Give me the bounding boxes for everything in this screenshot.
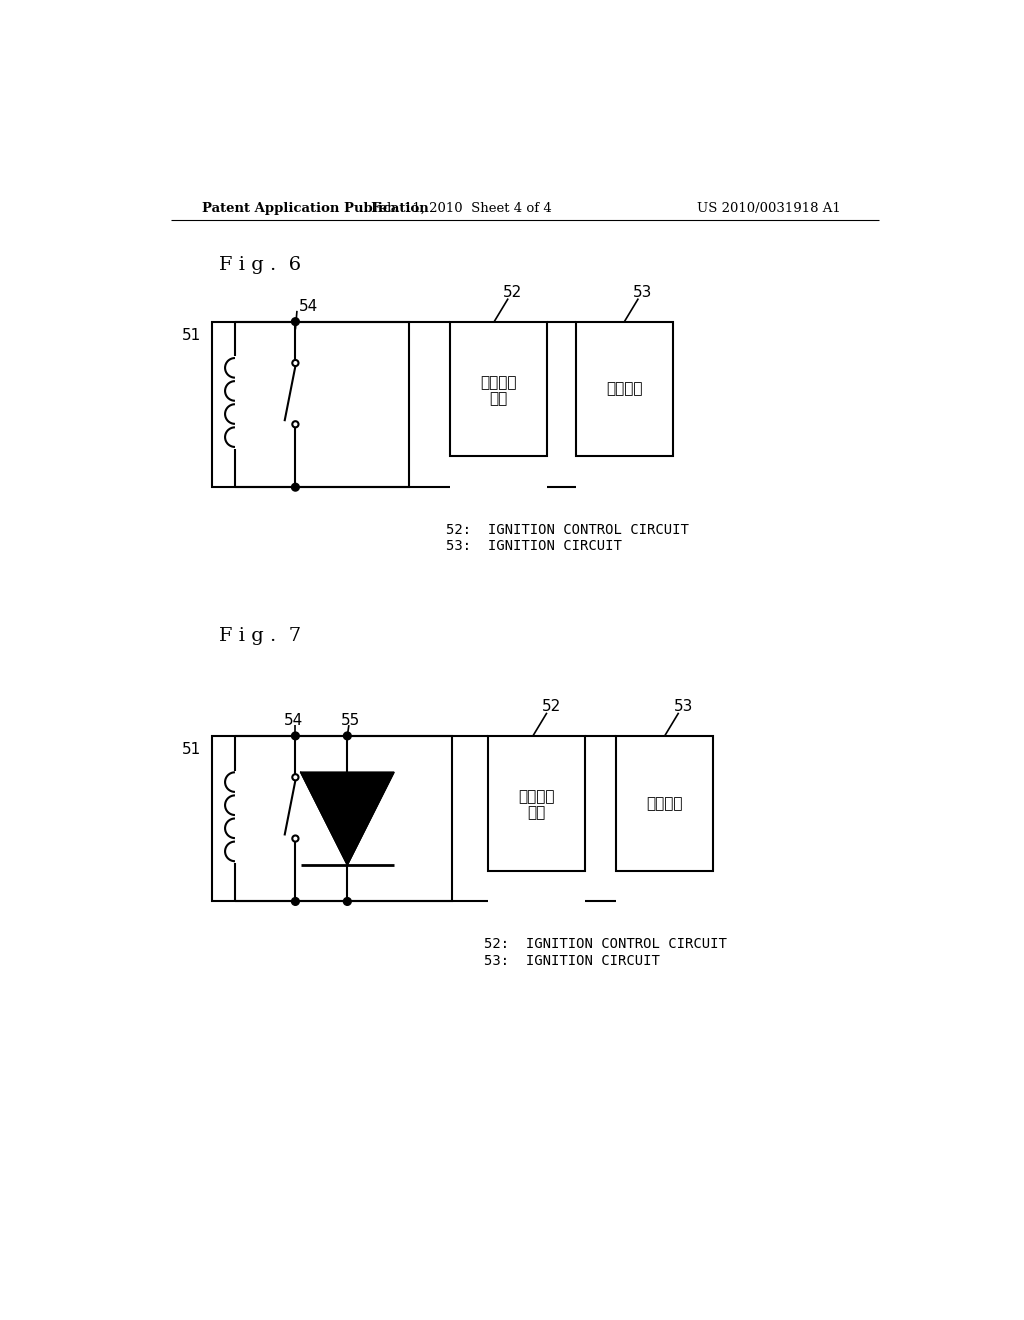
Bar bbox=[575, 322, 673, 457]
Circle shape bbox=[343, 898, 351, 906]
Text: F i g .  6: F i g . 6 bbox=[219, 256, 302, 273]
Text: 点火回路: 点火回路 bbox=[606, 381, 643, 396]
Circle shape bbox=[343, 733, 351, 739]
Bar bbox=[450, 322, 547, 457]
Bar bbox=[488, 737, 586, 871]
Text: 53:  IGNITION CIRCUIT: 53: IGNITION CIRCUIT bbox=[484, 954, 660, 968]
Text: 点火制御: 点火制御 bbox=[518, 789, 555, 805]
Text: F i g .  7: F i g . 7 bbox=[219, 627, 302, 644]
Text: 回路: 回路 bbox=[488, 391, 507, 405]
Text: 52:  IGNITION CONTROL CIRCUIT: 52: IGNITION CONTROL CIRCUIT bbox=[445, 523, 688, 536]
Text: 55: 55 bbox=[341, 713, 360, 729]
Circle shape bbox=[292, 483, 299, 491]
Text: 51: 51 bbox=[181, 327, 201, 343]
Text: 52:  IGNITION CONTROL CIRCUIT: 52: IGNITION CONTROL CIRCUIT bbox=[484, 937, 727, 950]
Text: 52: 52 bbox=[503, 285, 522, 300]
Bar bbox=[212, 737, 452, 902]
Circle shape bbox=[292, 318, 299, 326]
Text: 点火制御: 点火制御 bbox=[480, 375, 516, 391]
Text: 点火回路: 点火回路 bbox=[646, 796, 683, 810]
Text: 54: 54 bbox=[299, 298, 318, 314]
Circle shape bbox=[292, 733, 299, 739]
Text: 53: 53 bbox=[674, 700, 693, 714]
Text: 54: 54 bbox=[284, 713, 303, 729]
Text: Feb. 11, 2010  Sheet 4 of 4: Feb. 11, 2010 Sheet 4 of 4 bbox=[371, 202, 552, 215]
Circle shape bbox=[292, 898, 299, 906]
Bar bbox=[616, 737, 713, 871]
Text: 52: 52 bbox=[542, 700, 561, 714]
Text: 53: 53 bbox=[633, 285, 652, 300]
Bar bbox=[212, 322, 410, 487]
Text: Patent Application Publication: Patent Application Publication bbox=[202, 202, 428, 215]
Text: 51: 51 bbox=[181, 742, 201, 758]
Text: 回路: 回路 bbox=[527, 805, 546, 820]
Polygon shape bbox=[301, 772, 394, 865]
Text: 53:  IGNITION CIRCUIT: 53: IGNITION CIRCUIT bbox=[445, 540, 622, 553]
Text: US 2010/0031918 A1: US 2010/0031918 A1 bbox=[697, 202, 841, 215]
